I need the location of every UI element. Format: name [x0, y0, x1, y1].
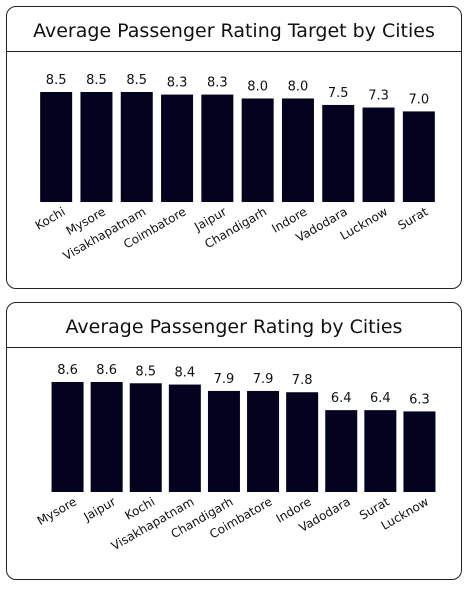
bar-mysore	[80, 92, 113, 202]
data-label: 8.5	[126, 73, 147, 88]
bar-chandigarh	[241, 98, 274, 202]
data-label: 8.5	[86, 73, 107, 88]
data-label: 7.0	[409, 92, 430, 107]
data-label: 7.9	[253, 372, 274, 387]
bar-chandigarh	[207, 390, 240, 492]
data-label: 8.0	[288, 79, 309, 94]
data-label: 8.0	[247, 79, 268, 94]
bar-kochi	[129, 383, 162, 492]
target-rating-chart-card: Average Passenger Rating Target by Citie…	[6, 6, 462, 289]
bar-indore	[286, 392, 319, 492]
bar-lucknow	[403, 411, 436, 492]
bar-surat	[402, 111, 435, 202]
data-label: 6.4	[370, 391, 391, 406]
data-label: 7.9	[214, 372, 235, 387]
x-tick-label: Jaipur	[81, 494, 119, 524]
bar-mysore	[51, 382, 84, 492]
bar-coimbatore	[161, 94, 194, 202]
data-label: 8.6	[57, 363, 78, 378]
data-label: 6.3	[409, 392, 430, 407]
x-tick-label: Kochi	[33, 204, 68, 232]
bar-jaipur	[201, 94, 234, 202]
bar-indore	[281, 98, 314, 202]
bar-jaipur	[90, 382, 123, 492]
chart-title: Average Passenger Rating by Cities	[7, 303, 461, 348]
chart-title: Average Passenger Rating Target by Citie…	[7, 7, 461, 52]
data-label: 8.4	[175, 366, 196, 381]
data-label: 7.8	[292, 373, 313, 388]
bar-coimbatore	[247, 390, 280, 492]
bar-visakhapatnam	[168, 384, 201, 492]
bar-vadodara	[325, 410, 358, 492]
data-label: 8.3	[167, 76, 188, 91]
x-tick-label: Mysore	[35, 494, 79, 528]
bar-lucknow	[362, 107, 395, 202]
bar-vadodara	[322, 104, 355, 202]
data-label: 6.4	[331, 391, 352, 406]
actual-rating-chart-card: Average Passenger Rating by Cities 8.6 My…	[6, 302, 462, 580]
bar-kochi	[40, 92, 73, 202]
actual-rating-bar-chart: 8.6Mysore8.6Jaipur8.5Kochi8.4Visakhapatn…	[35, 363, 436, 553]
data-label: 8.6	[96, 363, 117, 378]
data-label: 7.3	[368, 89, 389, 104]
x-tick-label: Surat	[395, 204, 430, 232]
bar-surat	[364, 410, 397, 492]
data-label: 8.5	[135, 364, 156, 379]
data-label: 7.5	[328, 86, 349, 101]
bar-visakhapatnam	[120, 92, 153, 202]
target-rating-bar-chart: 8.5Kochi8.5Mysore8.5Visakhapatnam8.3Coim…	[33, 73, 435, 263]
data-label: 8.5	[46, 73, 67, 88]
data-label: 8.3	[207, 76, 228, 91]
